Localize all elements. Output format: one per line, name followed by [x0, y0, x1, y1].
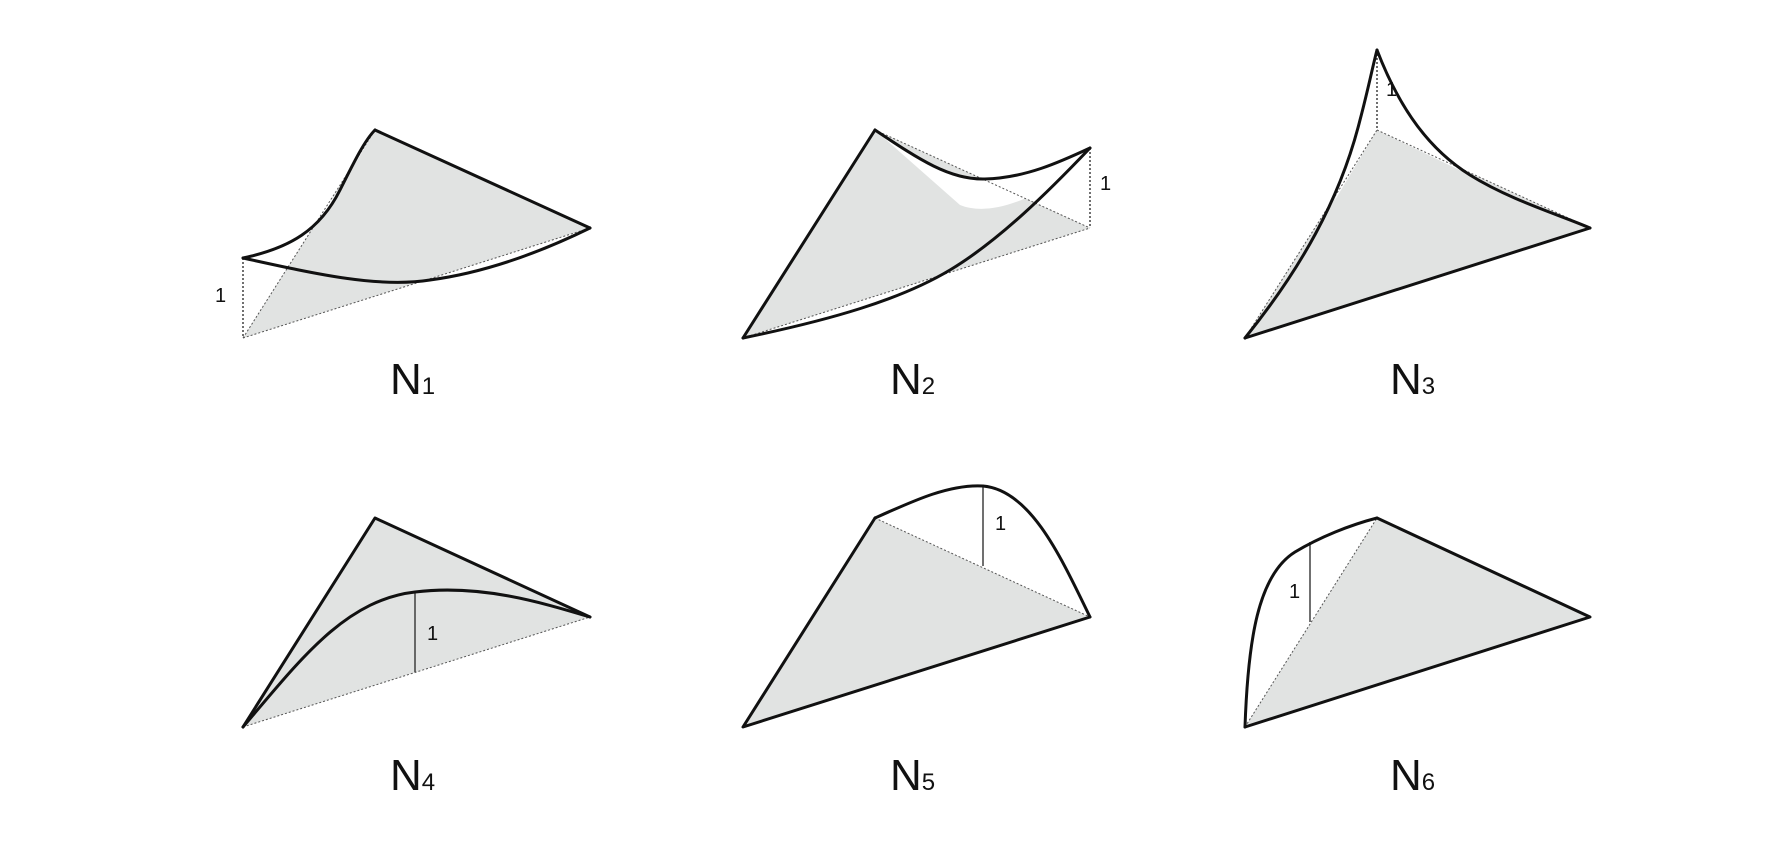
- n4-unit-label: 1: [427, 623, 438, 645]
- n1-base-triangle: [243, 130, 590, 338]
- n2-hidden-edge-b: [742, 227, 1091, 339]
- n4-curve: [241, 588, 592, 729]
- n2-base-triangle: [743, 130, 1090, 338]
- panel-n2: 1 N2: [741, 128, 1111, 404]
- n4-base-triangle: [243, 518, 590, 727]
- n2-surface-face: [875, 130, 1090, 209]
- panel-n3: 1 N3: [1243, 48, 1592, 404]
- n3-base-triangle: [1245, 130, 1590, 338]
- n2-curve-from-apex: [873, 128, 1092, 181]
- n5-unit-label: 1: [995, 513, 1006, 535]
- n5-hidden-edge: [874, 517, 1091, 618]
- n6-curve: [1243, 516, 1379, 729]
- n4-subscript: 4: [422, 769, 435, 796]
- n3-surface-face: [1335, 50, 1377, 200]
- n2-subscript: 2: [922, 373, 935, 400]
- n3-hidden-edge-a: [1244, 129, 1378, 339]
- n1-title: N1: [390, 355, 435, 404]
- n1-unit-label: 1: [215, 285, 226, 307]
- n6-letter: N: [1390, 751, 1422, 800]
- n1-curve-to-apex: [241, 128, 377, 260]
- n1-edge-top: [373, 128, 592, 230]
- n5-letter: N: [890, 751, 922, 800]
- n2-unit-label: 1: [1100, 173, 1111, 195]
- n6-base-triangle: [1245, 518, 1590, 727]
- n2-title: N2: [890, 355, 935, 404]
- n6-edge-outline: [1243, 516, 1592, 729]
- n4-title: N4: [390, 751, 435, 800]
- n5-curve: [873, 484, 1092, 619]
- n2-hidden-edge-a: [874, 129, 1091, 229]
- n1-hidden-edge-b: [242, 227, 591, 339]
- n3-subscript: 3: [1422, 373, 1435, 400]
- panel-n1: 1 N1: [215, 128, 592, 404]
- n6-unit-label: 1: [1289, 581, 1300, 603]
- n5-edge-outline: [741, 516, 1092, 729]
- panel-n5: 1 N5: [741, 484, 1092, 800]
- n3-unit-label: 1: [1386, 79, 1397, 101]
- n3-curve-right: [1375, 48, 1592, 230]
- n6-hidden-edge: [1244, 517, 1378, 728]
- n4-letter: N: [390, 751, 422, 800]
- n5-base-triangle: [743, 518, 1090, 727]
- n1-subscript: 1: [422, 373, 435, 400]
- n3-letter: N: [1390, 355, 1422, 404]
- n5-subscript: 5: [922, 769, 935, 796]
- n3-edge-bottom: [1243, 226, 1592, 340]
- n1-letter: N: [390, 355, 422, 404]
- n5-title: N5: [890, 751, 935, 800]
- n2-letter: N: [890, 355, 922, 404]
- panel-n6: 1 N6: [1243, 516, 1592, 800]
- n3-hidden-edge-b: [1376, 129, 1591, 229]
- n2-curve-from-left: [741, 146, 1092, 340]
- n4-hidden-edge: [242, 616, 591, 728]
- n4-edge-outline: [241, 516, 592, 729]
- n3-title: N3: [1390, 355, 1435, 404]
- n6-title: N6: [1390, 751, 1435, 800]
- panel-n4: 1 N4: [241, 516, 592, 800]
- n2-edge-left: [741, 128, 877, 340]
- n6-subscript: 6: [1422, 769, 1435, 796]
- n3-curve-left: [1243, 48, 1379, 340]
- n1-curve-to-right: [241, 226, 592, 284]
